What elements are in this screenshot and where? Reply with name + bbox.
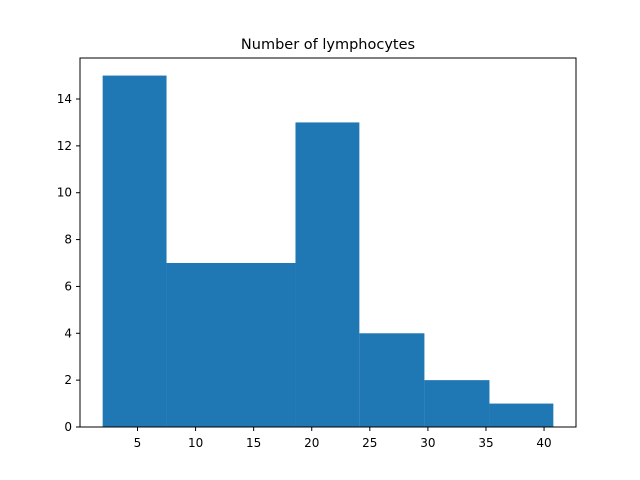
y-tick-label-4: 8 xyxy=(64,233,72,247)
y-tick-label-6: 12 xyxy=(57,139,72,153)
x-tick-label-5: 30 xyxy=(420,436,435,450)
x-tick-label-1: 10 xyxy=(188,436,203,450)
x-tick-label-4: 25 xyxy=(362,436,377,450)
histogram-bar-3 xyxy=(359,333,425,427)
y-tick-label-2: 4 xyxy=(64,326,72,340)
y-tick-label-7: 14 xyxy=(57,92,72,106)
histogram-bar-2 xyxy=(295,122,360,427)
y-tick-label-0: 0 xyxy=(64,420,72,434)
plot-frame xyxy=(79,57,577,428)
y-tick-label-1: 2 xyxy=(64,373,72,387)
x-tick-label-7: 40 xyxy=(536,436,551,450)
histogram-bar-4 xyxy=(424,380,490,427)
histogram-bar-1 xyxy=(166,263,296,427)
y-tick-label-3: 6 xyxy=(64,279,72,293)
x-tick-label-3: 20 xyxy=(304,436,319,450)
x-tick-label-0: 5 xyxy=(134,436,142,450)
x-axis: 5 10 15 20 25 30 35 40 xyxy=(134,427,552,450)
x-tick-label-6: 35 xyxy=(478,436,493,450)
y-tick-label-5: 10 xyxy=(57,186,72,200)
histogram-bar-5 xyxy=(489,403,554,427)
y-axis: 0 2 4 6 8 10 12 14 xyxy=(57,92,80,434)
x-tick-label-2: 15 xyxy=(246,436,261,450)
histogram-bar-0 xyxy=(102,75,167,428)
chart-title: Number of lymphocytes xyxy=(241,37,415,53)
bars-group xyxy=(102,75,554,428)
